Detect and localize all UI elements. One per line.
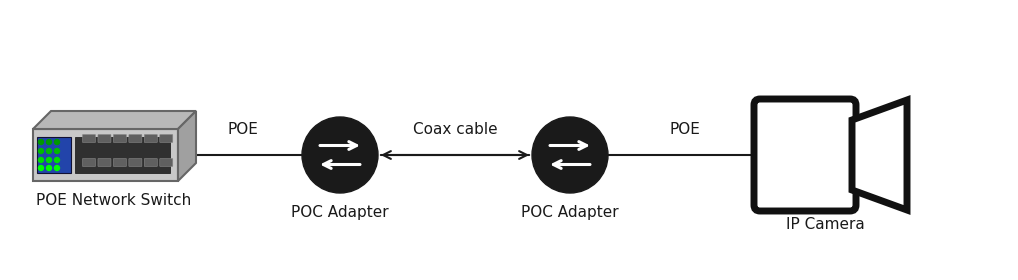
Circle shape [47,157,52,162]
FancyBboxPatch shape [33,129,178,181]
Polygon shape [33,111,196,129]
FancyBboxPatch shape [98,158,111,167]
Circle shape [55,157,59,162]
FancyBboxPatch shape [160,158,173,167]
FancyBboxPatch shape [75,137,170,173]
Circle shape [532,117,608,193]
FancyBboxPatch shape [82,158,96,167]
FancyBboxPatch shape [129,158,142,167]
Circle shape [47,165,52,171]
Polygon shape [178,111,196,181]
Circle shape [55,139,59,144]
Circle shape [302,117,378,193]
Circle shape [47,139,52,144]
FancyBboxPatch shape [37,137,71,173]
Text: POE: POE [670,122,700,137]
Text: POE: POE [227,122,258,137]
Circle shape [39,165,44,171]
Circle shape [55,148,59,153]
Circle shape [39,139,44,144]
Text: POC Adapter: POC Adapter [291,205,389,220]
FancyBboxPatch shape [113,158,126,167]
Polygon shape [852,100,907,210]
Circle shape [47,148,52,153]
Text: Coax cable: Coax cable [412,122,498,137]
FancyBboxPatch shape [129,134,142,143]
Text: IP Camera: IP Camera [786,217,864,232]
Text: POE Network Switch: POE Network Switch [37,193,191,208]
FancyBboxPatch shape [145,134,158,143]
FancyBboxPatch shape [754,99,856,211]
Text: POC Adapter: POC Adapter [521,205,619,220]
FancyBboxPatch shape [160,134,173,143]
FancyBboxPatch shape [113,134,126,143]
FancyBboxPatch shape [145,158,158,167]
FancyBboxPatch shape [82,134,96,143]
Circle shape [39,148,44,153]
Circle shape [55,165,59,171]
FancyBboxPatch shape [98,134,111,143]
Circle shape [39,157,44,162]
